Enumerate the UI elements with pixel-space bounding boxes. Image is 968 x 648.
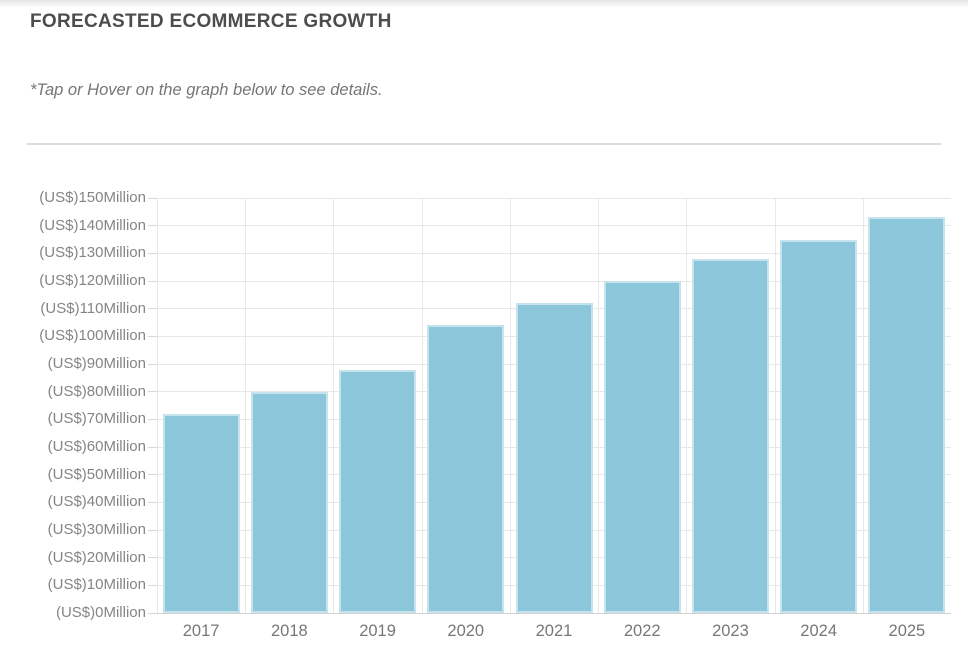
y-axis: (US$)0Million (US$)10Million (US$)20Millio… xyxy=(0,189,146,621)
gridline-vertical xyxy=(245,198,247,613)
chart-hover-hint: *Tap or Hover on the graph below to see … xyxy=(30,81,383,99)
page-title: FORECASTED ECOMMERCE GROWTH xyxy=(30,11,392,32)
y-tick-mark xyxy=(148,474,157,476)
chart-bar-2025[interactable] xyxy=(868,217,946,613)
gridline-vertical xyxy=(598,198,600,613)
chart-bar-2022[interactable] xyxy=(603,281,681,613)
page-top-shadow xyxy=(0,0,968,8)
x-axis-tick-label: 2024 xyxy=(800,622,838,640)
y-axis-tick-label: (US$)140Million xyxy=(39,216,146,234)
x-axis-tick-label: 2017 xyxy=(182,622,220,640)
y-axis-tick-label: (US$)70Million xyxy=(47,410,146,428)
section-divider xyxy=(27,143,941,145)
y-axis-tick-label: (US$)50Million xyxy=(47,465,146,483)
y-axis-tick-label: (US$)120Million xyxy=(39,272,146,289)
x-axis-line xyxy=(157,612,951,614)
y-axis-tick-label: (US$)130Million xyxy=(39,244,146,262)
x-axis: 2017 2018 2019 2020 2021 2022 2023 2024 2025 xyxy=(157,619,951,643)
y-tick-mark xyxy=(148,252,157,254)
y-tick-mark xyxy=(148,280,157,282)
y-tick-mark xyxy=(148,446,157,448)
gridline-vertical xyxy=(421,198,423,613)
gridline-vertical xyxy=(157,198,158,613)
x-axis-tick-label: 2020 xyxy=(447,622,485,640)
y-axis-tick-label: (US$)80Million xyxy=(47,382,146,400)
x-axis-tick-label: 2022 xyxy=(623,622,661,640)
gridline-vertical xyxy=(333,198,335,613)
y-tick-mark xyxy=(148,308,157,310)
x-axis-tick-label: 2018 xyxy=(270,622,308,640)
y-axis-tick-label: (US$)60Million xyxy=(47,438,146,455)
y-axis-tick-label: (US$)90Million xyxy=(47,355,146,372)
y-tick-mark xyxy=(148,418,157,420)
y-tick-mark xyxy=(148,584,157,586)
chart-bar-2017[interactable] xyxy=(162,413,240,613)
gridline-horizontal xyxy=(157,225,951,227)
y-tick-mark xyxy=(148,335,157,337)
y-axis-tick-label: (US$)110Million xyxy=(40,299,146,317)
x-axis-tick-label: 2021 xyxy=(535,622,573,640)
gridline-horizontal xyxy=(157,280,951,282)
chart-bar-2019[interactable] xyxy=(339,369,417,613)
plot-area xyxy=(148,197,951,614)
chart-bar-2024[interactable] xyxy=(780,239,858,613)
gridline-vertical xyxy=(774,198,776,613)
y-axis-tick-label: (US$)30Million xyxy=(47,521,146,538)
chart-bar-2021[interactable] xyxy=(515,303,593,613)
gridline-vertical xyxy=(862,198,864,613)
y-axis-tick-label: (US$)20Million xyxy=(47,548,146,566)
chart-bar-2018[interactable] xyxy=(250,391,328,613)
x-axis-tick-label: 2019 xyxy=(359,622,396,640)
gridline-vertical xyxy=(686,198,688,613)
y-axis-tick-label: (US$)150Million xyxy=(39,189,146,206)
chart-bar-2020[interactable] xyxy=(427,325,505,613)
y-tick-mark xyxy=(148,501,157,503)
y-tick-mark xyxy=(148,557,157,559)
y-tick-mark xyxy=(148,529,157,531)
y-axis-tick-label: (US$)10Million xyxy=(47,576,146,594)
y-tick-mark xyxy=(148,363,157,365)
chart-bar-2023[interactable] xyxy=(691,258,769,613)
y-tick-mark xyxy=(148,225,157,227)
gridline-horizontal xyxy=(157,197,951,199)
y-tick-mark xyxy=(148,391,157,393)
gridline-horizontal xyxy=(157,252,951,254)
y-axis-tick-label: (US$)40Million xyxy=(47,493,146,511)
y-tick-mark xyxy=(148,197,157,199)
gridline-vertical xyxy=(509,198,511,613)
y-axis-tick-label: (US$)100Million xyxy=(39,327,146,345)
y-tick-mark xyxy=(148,612,157,614)
y-axis-tick-label: (US$)0Million xyxy=(55,604,146,621)
x-axis-tick-label: 2025 xyxy=(888,622,926,640)
x-axis-tick-label: 2023 xyxy=(712,622,749,640)
